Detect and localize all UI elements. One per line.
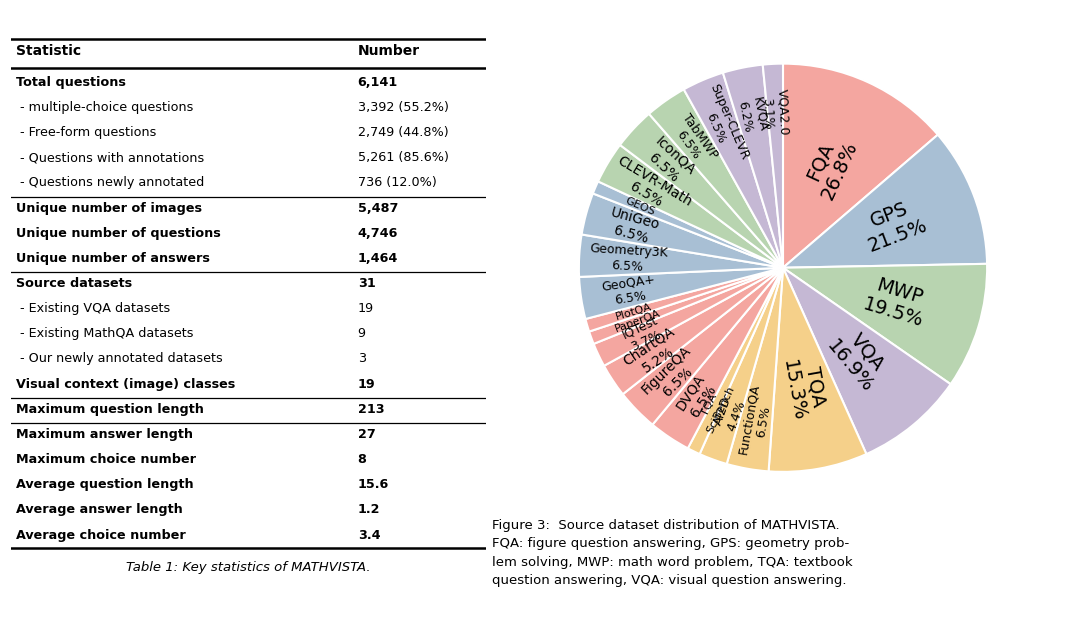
Text: Average answer length: Average answer length — [15, 503, 183, 517]
Text: Figure 3:  Source dataset distribution of MATHVISTA.
FQA: figure question answer: Figure 3: Source dataset distribution of… — [491, 519, 852, 587]
Text: 6,141: 6,141 — [357, 76, 397, 89]
Text: AI2D
4.4%: AI2D 4.4% — [712, 394, 748, 433]
Text: IconQA
6.5%: IconQA 6.5% — [642, 134, 698, 190]
Text: Average question length: Average question length — [15, 478, 193, 491]
Text: - Questions newly annotated: - Questions newly annotated — [15, 176, 204, 190]
Text: - Existing MathQA datasets: - Existing MathQA datasets — [15, 328, 193, 340]
Wedge shape — [579, 234, 783, 277]
Wedge shape — [762, 64, 783, 268]
Text: 9: 9 — [357, 328, 366, 340]
Text: 5,261 (85.6%): 5,261 (85.6%) — [357, 151, 448, 164]
Wedge shape — [700, 268, 783, 464]
Text: 27: 27 — [357, 428, 376, 441]
Wedge shape — [579, 268, 783, 319]
Text: Unique number of images: Unique number of images — [15, 202, 202, 215]
Text: KVQA
6.2%: KVQA 6.2% — [735, 96, 769, 135]
Wedge shape — [594, 268, 783, 366]
Text: GPS
21.5%: GPS 21.5% — [858, 195, 930, 256]
Text: GEOS: GEOS — [624, 196, 657, 217]
Text: 2,749 (44.8%): 2,749 (44.8%) — [357, 126, 448, 139]
Text: DVQA
6.5%: DVQA 6.5% — [673, 372, 720, 422]
Text: 3,392 (55.2%): 3,392 (55.2%) — [357, 101, 448, 114]
Text: 8: 8 — [357, 453, 366, 466]
Text: - multiple-choice questions: - multiple-choice questions — [15, 101, 193, 114]
Text: 213: 213 — [357, 403, 384, 416]
Text: 5,487: 5,487 — [357, 202, 399, 215]
Text: - Free-form questions: - Free-form questions — [15, 126, 156, 139]
Wedge shape — [585, 268, 783, 331]
Wedge shape — [652, 268, 783, 449]
Text: Source datasets: Source datasets — [15, 277, 132, 290]
Wedge shape — [769, 268, 866, 472]
Text: Unique number of answers: Unique number of answers — [15, 252, 210, 265]
Text: Table 1: Key statistics of MATHVISTA.: Table 1: Key statistics of MATHVISTA. — [126, 561, 370, 574]
Wedge shape — [783, 64, 937, 268]
Text: PaperQA: PaperQA — [613, 308, 662, 334]
Wedge shape — [723, 65, 783, 268]
Text: Visual context (image) classes: Visual context (image) classes — [15, 377, 234, 391]
Text: VQA
16.9%: VQA 16.9% — [823, 322, 894, 396]
Text: VQA2.0
3.1%: VQA2.0 3.1% — [760, 89, 791, 137]
Wedge shape — [620, 114, 783, 268]
Wedge shape — [582, 193, 783, 268]
Text: CLEVR-Math
6.5%: CLEVR-Math 6.5% — [606, 153, 694, 222]
Wedge shape — [593, 181, 783, 268]
Text: 19: 19 — [357, 377, 376, 391]
Text: - Our newly annotated datasets: - Our newly annotated datasets — [15, 352, 222, 365]
Text: UniGeo
6.5%: UniGeo 6.5% — [605, 205, 662, 248]
Wedge shape — [623, 268, 783, 425]
Text: FunctionQA
6.5%: FunctionQA 6.5% — [735, 383, 777, 458]
Text: 736 (12.0%): 736 (12.0%) — [357, 176, 436, 190]
Wedge shape — [684, 72, 783, 268]
Text: - Existing VQA datasets: - Existing VQA datasets — [15, 302, 170, 315]
Text: 15.6: 15.6 — [357, 478, 389, 491]
Text: 4,746: 4,746 — [357, 227, 399, 239]
Wedge shape — [589, 268, 783, 344]
Text: TQA
15.3%: TQA 15.3% — [779, 354, 829, 423]
Text: TQA
SciBench: TQA SciBench — [694, 379, 737, 435]
Text: Geometry3K
6.5%: Geometry3K 6.5% — [589, 242, 669, 275]
Text: Average choice number: Average choice number — [15, 529, 186, 542]
Wedge shape — [649, 89, 783, 268]
Wedge shape — [783, 135, 987, 268]
Wedge shape — [598, 145, 783, 268]
Text: 3: 3 — [357, 352, 366, 365]
Text: Number: Number — [357, 44, 420, 59]
Text: FigureQA
6.5%: FigureQA 6.5% — [639, 343, 705, 409]
Wedge shape — [783, 268, 950, 454]
Wedge shape — [783, 264, 987, 384]
Text: Maximum question length: Maximum question length — [15, 403, 203, 416]
Text: 19: 19 — [357, 302, 374, 315]
Text: GeoQA+
6.5%: GeoQA+ 6.5% — [600, 273, 659, 309]
Text: MWP
19.5%: MWP 19.5% — [861, 273, 932, 331]
Text: Statistic: Statistic — [15, 44, 81, 59]
Text: 31: 31 — [357, 277, 376, 290]
Text: Maximum choice number: Maximum choice number — [15, 453, 195, 466]
Text: IQTest
3.7%: IQTest 3.7% — [620, 313, 666, 355]
Text: - Questions with annotations: - Questions with annotations — [15, 151, 204, 164]
Wedge shape — [688, 268, 783, 454]
Wedge shape — [727, 268, 783, 471]
Text: Unique number of questions: Unique number of questions — [15, 227, 220, 239]
Text: Total questions: Total questions — [15, 76, 125, 89]
Text: FQA
26.8%: FQA 26.8% — [798, 129, 862, 202]
Wedge shape — [604, 268, 783, 394]
Text: 1.2: 1.2 — [357, 503, 380, 517]
Text: TabMWP
6.5%: TabMWP 6.5% — [667, 112, 720, 170]
Text: ChartQA
5.2%: ChartQA 5.2% — [621, 324, 687, 382]
Text: 3.4: 3.4 — [357, 529, 380, 542]
Text: Maximum answer length: Maximum answer length — [15, 428, 192, 441]
Text: Super-CLEVR
6.5%: Super-CLEVR 6.5% — [693, 82, 751, 168]
Text: PlotQA: PlotQA — [615, 301, 653, 321]
Text: 1,464: 1,464 — [357, 252, 399, 265]
